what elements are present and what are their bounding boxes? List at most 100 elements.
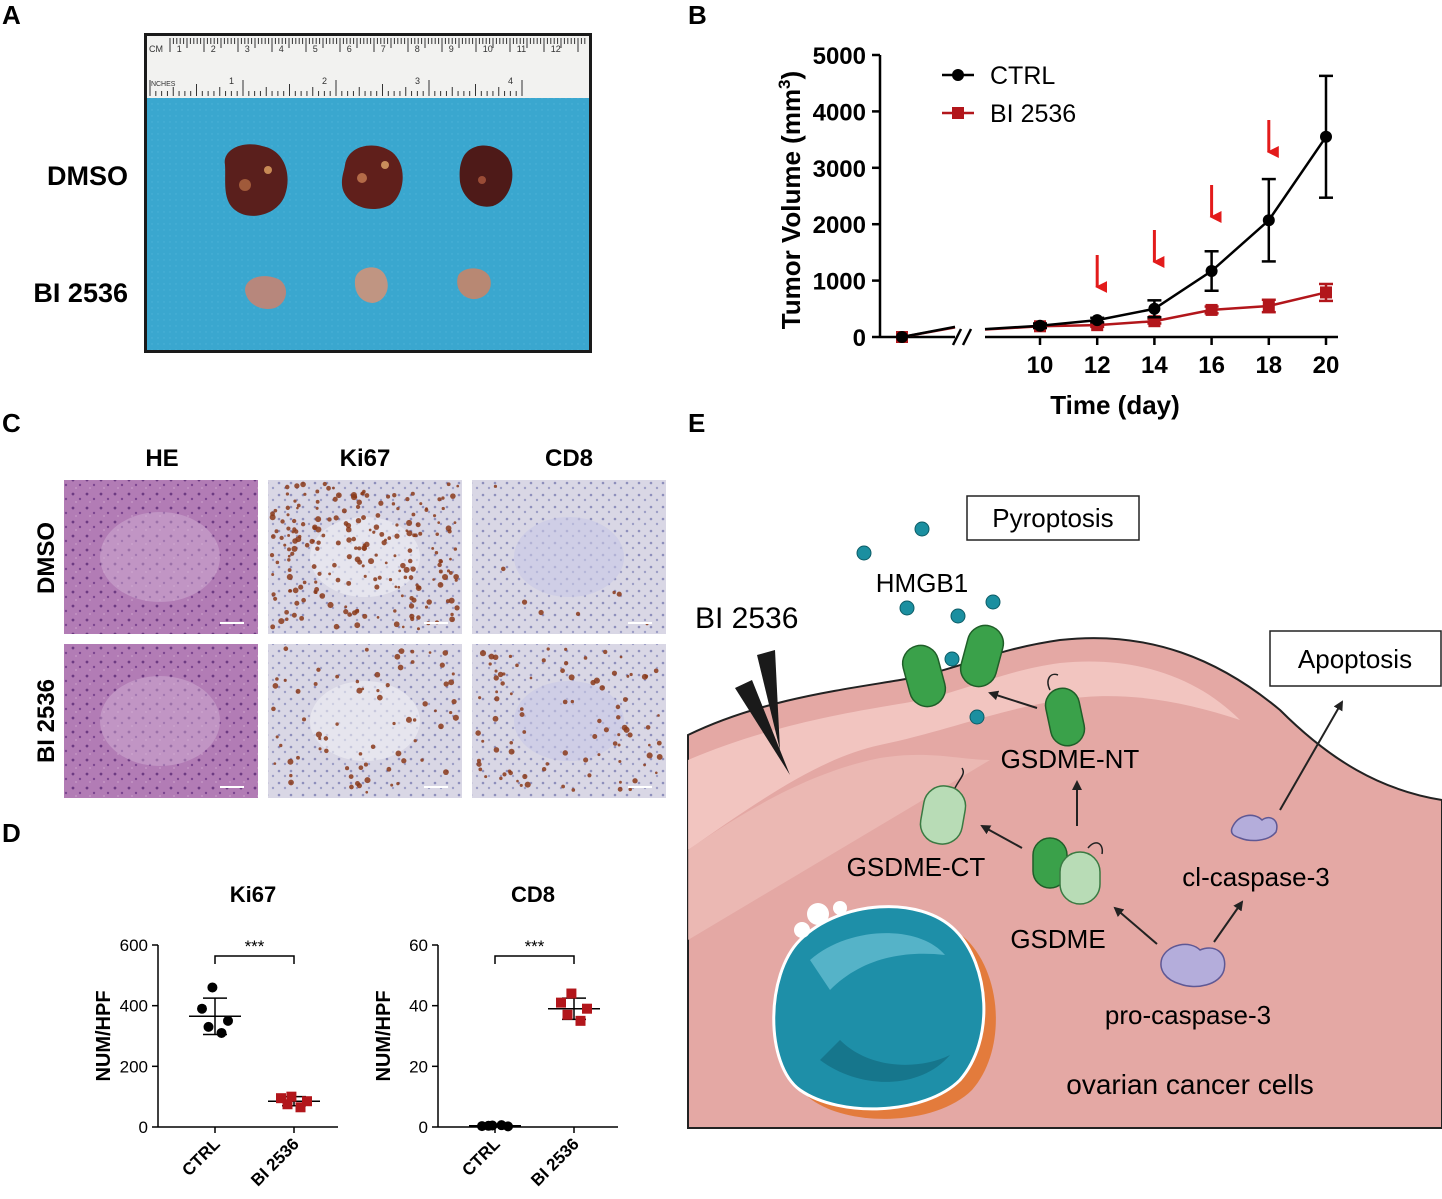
cd8-scatter-chart: CD8 0 20 40 60 NUM/HPF CTRL BI 2536 *** xyxy=(373,882,618,1190)
stain-dot xyxy=(416,615,421,620)
scatter-point xyxy=(562,1009,573,1020)
stain-dot xyxy=(453,547,458,551)
stain-dot xyxy=(493,484,498,488)
pathway-arrows xyxy=(980,690,1343,945)
stain-dot xyxy=(390,783,394,787)
stain-dot xyxy=(355,504,361,510)
stain-dot xyxy=(443,769,449,776)
stain-dot xyxy=(296,755,300,760)
stain-dot xyxy=(617,786,623,792)
legend-marker xyxy=(952,107,964,119)
scatter-point xyxy=(295,1102,306,1113)
stain-dot xyxy=(392,721,396,726)
stain-dot xyxy=(394,533,400,539)
cm-tick-label: 1 xyxy=(177,44,182,54)
stain-dot xyxy=(508,748,515,755)
stain-dot xyxy=(374,671,381,678)
stain-dot xyxy=(484,775,488,779)
stain-dot xyxy=(279,743,283,748)
gsdme-pore-left xyxy=(901,644,947,708)
chart-b-legend: CTRL BI 2536 xyxy=(942,62,1076,128)
x-tick-label: 10 xyxy=(1027,352,1054,379)
stain-dot xyxy=(323,736,329,741)
data-point xyxy=(1091,314,1104,327)
tumor-dmso-2 xyxy=(341,145,403,210)
stain-dot xyxy=(441,573,449,581)
stain-dot xyxy=(345,526,352,533)
gsdme-nt-shape xyxy=(1044,687,1086,747)
stain-dot xyxy=(448,679,455,686)
stain-dot xyxy=(563,661,569,666)
stain-dot xyxy=(315,546,320,551)
stain-dot xyxy=(318,736,322,741)
stain-dot xyxy=(453,521,457,525)
stain-dot xyxy=(289,773,293,778)
stain-dot xyxy=(318,747,322,751)
micrograph-he-dmso xyxy=(64,480,258,634)
stain-dot xyxy=(628,787,632,792)
stain-dot xyxy=(296,503,301,508)
stain-dot xyxy=(321,533,326,538)
stain-dot xyxy=(272,682,279,689)
stain-dot xyxy=(408,603,415,609)
stain-dot xyxy=(618,759,622,764)
stain-dot xyxy=(346,554,352,560)
y-tick-label: 40 xyxy=(409,997,428,1016)
stain-dot xyxy=(592,734,598,740)
stain-dot xyxy=(376,616,380,619)
y-tick-label: 3000 xyxy=(813,156,866,183)
stain-dot xyxy=(315,516,322,523)
legend-label: CTRL xyxy=(990,62,1055,90)
stain-dot xyxy=(424,605,429,609)
hmgb1-label: HMGB1 xyxy=(876,568,968,598)
stain-dot xyxy=(519,712,525,718)
stain-dot xyxy=(529,676,533,680)
stain-dot xyxy=(453,573,459,580)
cm-tick-label: 5 xyxy=(313,44,318,54)
stain-dot xyxy=(441,506,445,511)
stain-dot xyxy=(384,538,387,542)
stain-dot xyxy=(335,722,339,726)
stain-dot xyxy=(293,499,297,503)
data-point xyxy=(896,331,908,343)
stain-dot xyxy=(570,699,575,704)
stain-dot xyxy=(292,587,299,594)
stain-dot xyxy=(541,767,547,772)
stain-dot xyxy=(355,781,360,787)
stain-dot xyxy=(415,522,421,528)
stain-dot xyxy=(291,545,298,552)
stain-dot xyxy=(291,612,297,618)
stain-dot xyxy=(410,491,415,496)
stain-dot xyxy=(446,482,451,487)
stain-dot xyxy=(393,554,397,558)
stain-dot xyxy=(599,685,605,691)
stain-dot xyxy=(481,739,485,743)
cm-tick-label: 10 xyxy=(483,44,493,54)
stain-dot xyxy=(657,714,660,717)
stain-dot xyxy=(351,610,358,616)
data-point xyxy=(1262,299,1275,312)
stain-dot xyxy=(285,505,290,510)
panel-letter-a: A xyxy=(2,0,21,30)
stain-dot xyxy=(575,611,581,617)
stain-dot xyxy=(296,506,299,510)
stain-dot xyxy=(357,546,362,551)
stain-dot xyxy=(341,508,347,514)
hmgb1-particles xyxy=(856,521,1001,725)
stain-dot xyxy=(315,526,322,533)
stain-dot xyxy=(315,489,320,494)
stain-dot xyxy=(497,671,504,678)
apoptosis-box xyxy=(1269,630,1442,687)
cm-tick-label: 9 xyxy=(449,44,454,54)
stain-dot xyxy=(274,529,279,534)
panel-a-row-label-bi: BI 2536 xyxy=(33,278,128,308)
stain-dot xyxy=(358,765,364,771)
scatter-ylabel: NUM/HPF xyxy=(93,990,115,1081)
stain-dot xyxy=(501,566,506,572)
y-tick-label: 4000 xyxy=(813,99,866,126)
stain-dot xyxy=(571,788,576,792)
stain-dot xyxy=(270,534,276,539)
stain-dot xyxy=(521,599,528,605)
stain-dot xyxy=(364,777,371,784)
stain-dot xyxy=(351,536,357,542)
